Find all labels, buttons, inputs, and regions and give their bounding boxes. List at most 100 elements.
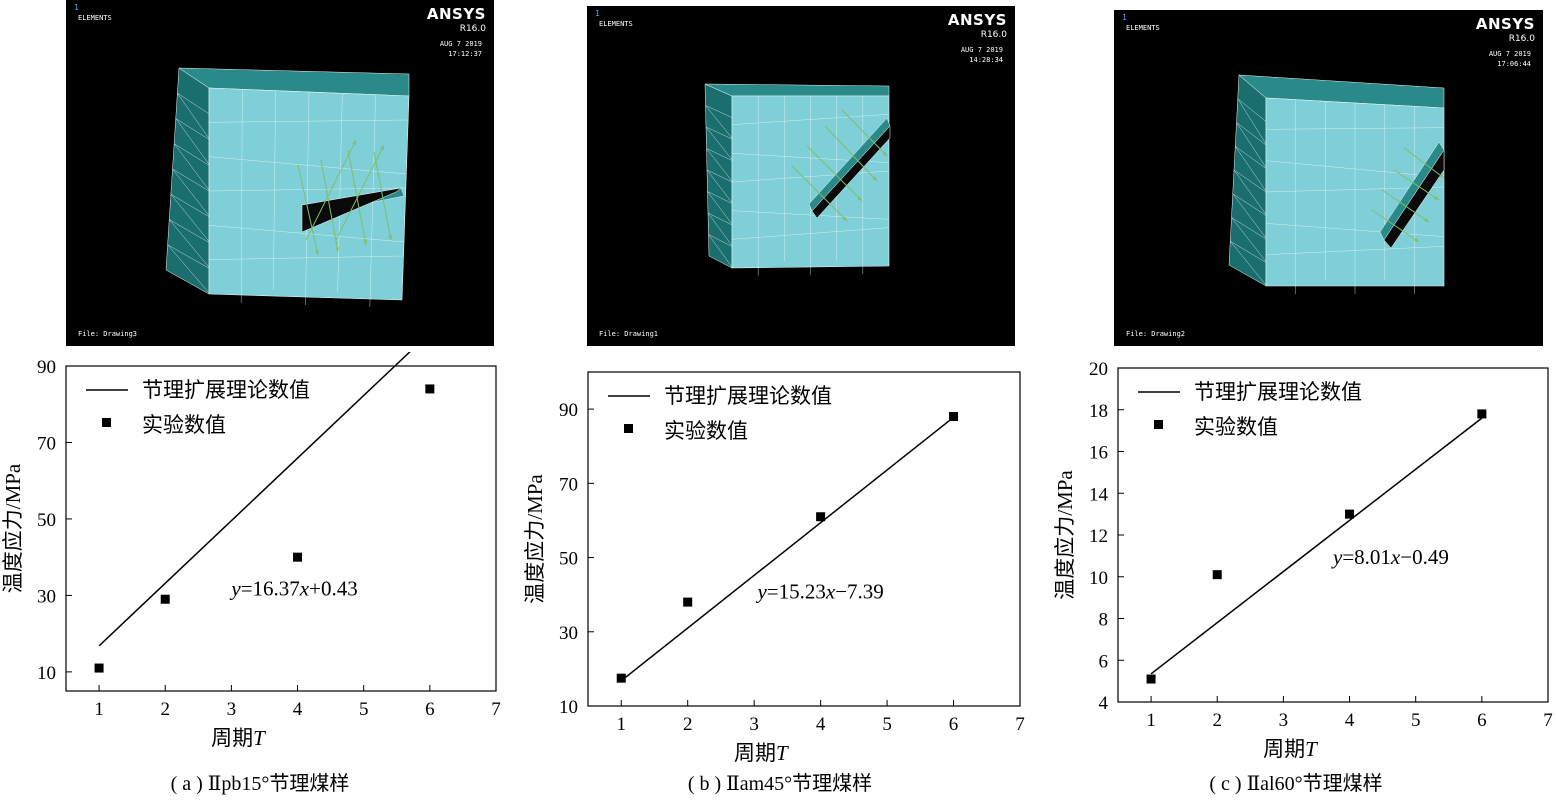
experiment-point bbox=[1477, 409, 1487, 419]
mesh-model bbox=[704, 83, 891, 276]
mesh-model bbox=[1228, 74, 1445, 294]
x-tick-label: 3 bbox=[1279, 710, 1289, 731]
regression-equation: y=8.01x−0.49 bbox=[1331, 545, 1449, 569]
mesh-line bbox=[705, 105, 733, 118]
y-tick-label: 6 bbox=[1099, 651, 1109, 672]
legend-point-label: 实验数值 bbox=[664, 419, 748, 443]
plot-frame bbox=[587, 371, 1021, 707]
x-tick-label: 2 bbox=[1212, 710, 1222, 731]
load-arrowhead bbox=[842, 216, 847, 221]
window-number: 1 bbox=[1122, 13, 1127, 22]
elements-label: ELEMENTS bbox=[1126, 24, 1160, 32]
ansys-file: File: Drawing2 bbox=[1126, 330, 1186, 338]
legend-point-label: 实验数值 bbox=[1194, 415, 1278, 439]
x-tick-label: 7 bbox=[1015, 714, 1025, 735]
mesh-line bbox=[1235, 146, 1267, 192]
mesh-line bbox=[337, 93, 343, 293]
regression-equation: y=16.37x+0.43 bbox=[229, 576, 357, 600]
legend-line-label: 节理扩展理论数值 bbox=[664, 384, 832, 408]
x-axis-label: 周期T bbox=[734, 741, 789, 765]
theory-line bbox=[1150, 417, 1483, 675]
eq-y: y bbox=[229, 576, 241, 600]
load-arrow bbox=[320, 159, 339, 253]
mesh-line bbox=[170, 194, 210, 217]
mesh-line bbox=[706, 148, 733, 161]
experiment-point bbox=[425, 384, 435, 394]
panel-caption: ( c ) Ⅱal60°节理煤样 bbox=[1209, 773, 1383, 795]
x-tick-label: 7 bbox=[491, 699, 501, 720]
x-tick-label: 6 bbox=[1477, 710, 1487, 731]
mesh-line bbox=[705, 126, 733, 160]
legend-line-label: 节理扩展理论数值 bbox=[1194, 380, 1362, 404]
load-arrowhead bbox=[388, 235, 393, 240]
mesh-line bbox=[1233, 169, 1267, 215]
experiment-point bbox=[949, 412, 959, 422]
mesh-line bbox=[706, 169, 733, 203]
legend-line-label: 节理扩展理论数值 bbox=[142, 378, 310, 402]
mesh-line bbox=[175, 118, 210, 140]
eq-coef: =8.01 bbox=[1342, 545, 1391, 569]
mesh-line bbox=[1231, 217, 1267, 240]
mesh-line bbox=[167, 244, 210, 269]
mesh-line bbox=[1235, 146, 1267, 169]
experiment-point bbox=[1212, 570, 1222, 580]
eq-rest: −7.39 bbox=[835, 579, 884, 603]
elements-label: ELEMENTS bbox=[599, 20, 633, 28]
x-tick-label: 1 bbox=[94, 699, 104, 720]
x-tick-label: 5 bbox=[1411, 710, 1421, 731]
chart-svg: 1 2 3 4 5 6 7 10 30 50 70 90 周期T 温度应力/MPa y=16.37x+0.4… bbox=[1, 326, 501, 750]
eq-coef: =15.23 bbox=[767, 579, 826, 603]
y-tick-label: 8 bbox=[1099, 610, 1109, 631]
mesh-model bbox=[165, 67, 410, 308]
y-tick-label: 12 bbox=[1089, 526, 1108, 547]
mesh-line bbox=[1230, 241, 1267, 286]
crack-notch bbox=[811, 125, 891, 219]
x-tick-label: 5 bbox=[359, 699, 369, 720]
y-tick-label: 10 bbox=[37, 663, 56, 684]
x-tick-label: 6 bbox=[949, 714, 959, 735]
mesh-line bbox=[1232, 193, 1267, 239]
mesh-line bbox=[706, 169, 733, 183]
load-arrowhead bbox=[1424, 217, 1429, 222]
y-tick-label: 90 bbox=[559, 400, 578, 421]
ansys-time: 17:06:44 bbox=[1497, 60, 1531, 68]
mesh-line bbox=[172, 168, 210, 192]
y-tick-label: 20 bbox=[1089, 359, 1108, 380]
mesh-line bbox=[177, 93, 210, 139]
mesh-line bbox=[1233, 169, 1267, 193]
mesh-line bbox=[1231, 217, 1267, 262]
x-tick-label: 2 bbox=[160, 699, 170, 720]
mesh-line bbox=[708, 234, 733, 247]
x-tick-label: 6 bbox=[425, 699, 435, 720]
theory-line bbox=[620, 416, 955, 682]
mesh-line bbox=[172, 168, 210, 216]
mesh-line bbox=[705, 105, 733, 139]
mesh-line bbox=[1236, 122, 1267, 168]
y-axis-label: 温度应力/MPa bbox=[523, 474, 547, 604]
mesh-line bbox=[177, 93, 210, 114]
crack-notch bbox=[1383, 149, 1445, 249]
y-tick-label: 30 bbox=[559, 623, 578, 644]
mesh-line bbox=[305, 91, 310, 306]
load-arrowhead bbox=[363, 240, 368, 245]
x-tick-label: 3 bbox=[227, 699, 237, 720]
plot-frame bbox=[65, 365, 497, 692]
experiment-point bbox=[94, 663, 104, 673]
mesh-line bbox=[706, 148, 733, 182]
x-axis-label: 周期T bbox=[1263, 737, 1318, 761]
eq-coef: =16.37 bbox=[241, 576, 300, 600]
ansys-simulation-view: 1 ELEMENTS ANSYS R16.0 AUG 7 2019 17:12:… bbox=[66, 0, 494, 346]
y-tick-label: 90 bbox=[37, 357, 56, 378]
window-number: 1 bbox=[595, 9, 600, 18]
y-tick-label: 10 bbox=[1089, 568, 1108, 589]
x-tick-label: 4 bbox=[293, 699, 303, 720]
legend-point-swatch bbox=[624, 424, 633, 433]
y-tick-label: 16 bbox=[1089, 443, 1108, 464]
regression-equation: y=15.23x−7.39 bbox=[755, 579, 883, 603]
y-tick-label: 50 bbox=[559, 549, 578, 570]
mesh-line bbox=[731, 227, 890, 240]
load-arrow bbox=[297, 164, 319, 256]
y-tick-label: 18 bbox=[1089, 401, 1108, 422]
y-tick-label: 14 bbox=[1089, 484, 1109, 505]
ansys-version: R16.0 bbox=[1508, 34, 1535, 44]
